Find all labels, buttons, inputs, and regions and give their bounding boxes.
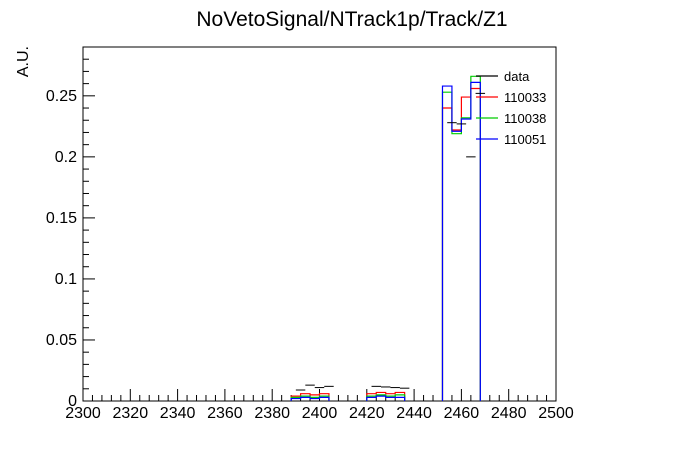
chart-title: NoVetoSignal/NTrack1p/Track/Z1 <box>196 8 507 31</box>
y-axis: 0 0.05 0.1 0.15 0.2 0.25 <box>46 46 95 410</box>
plot-border <box>82 46 557 402</box>
x-tick-label: 2360 <box>207 405 243 422</box>
series-110033-step <box>366 391 406 401</box>
plot-frame <box>82 46 557 402</box>
x-tick-label: 2480 <box>491 405 527 422</box>
x-axis: 2300 2320 2340 2360 2380 2400 2420 2440 2460 2480… <box>65 389 574 422</box>
legend: data 110033 110038 110051 <box>476 69 546 147</box>
legend-label: 110033 <box>504 90 546 105</box>
y-tick-label: 0.05 <box>46 332 77 349</box>
legend-item-data: data <box>476 69 530 84</box>
legend-item-110051: 110051 <box>476 132 546 147</box>
y-tick-label: 0.2 <box>55 149 77 166</box>
x-tick-label: 2460 <box>444 405 480 422</box>
legend-label: 110038 <box>504 111 546 126</box>
series-110051-step <box>290 396 330 401</box>
series-110051-step <box>441 81 481 401</box>
series-110038-step <box>290 395 330 401</box>
y-axis-label: A.U. <box>15 46 32 77</box>
y-tick-label: 0 <box>68 393 77 410</box>
series-layer <box>290 75 486 401</box>
series-110038-step <box>366 394 406 401</box>
x-tick-label: 2400 <box>302 405 338 422</box>
legend-item-110038: 110038 <box>476 111 546 126</box>
series-110033-step <box>290 393 330 401</box>
series-110033-step <box>441 87 481 401</box>
series-110033 <box>290 87 481 401</box>
x-tick-label: 2340 <box>160 405 196 422</box>
series-110051 <box>290 81 481 401</box>
legend-label: data <box>504 69 530 84</box>
legend-item-110033: 110033 <box>476 90 546 105</box>
x-tick-label: 2420 <box>349 405 385 422</box>
x-tick-label: 2300 <box>65 405 101 422</box>
y-tick-label: 0.25 <box>46 88 77 105</box>
y-tick-label: 0.15 <box>46 210 77 227</box>
x-tick-label: 2320 <box>113 405 149 422</box>
x-tick-label: 2440 <box>396 405 432 422</box>
y-tick-label: 0.1 <box>55 271 77 288</box>
series-data <box>295 92 486 391</box>
x-tick-label: 2380 <box>254 405 290 422</box>
legend-label: 110051 <box>504 132 546 147</box>
x-tick-label: 2500 <box>538 405 574 422</box>
series-110051-step <box>366 395 406 401</box>
